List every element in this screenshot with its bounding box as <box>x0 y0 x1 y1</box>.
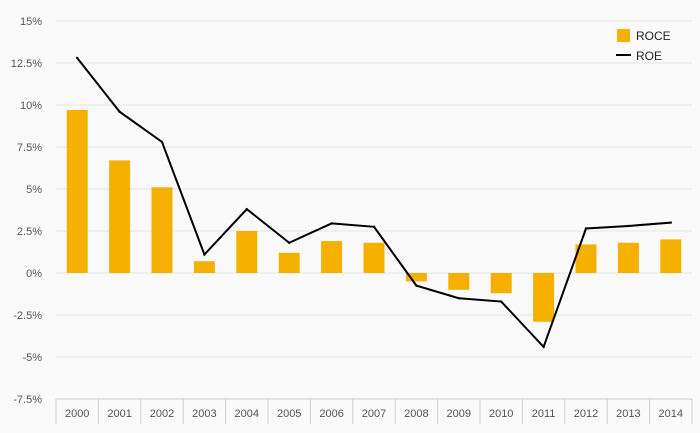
roe-point <box>669 221 672 224</box>
x-tick-label: 2006 <box>319 408 343 420</box>
y-tick-label: 10% <box>20 100 42 112</box>
x-tick-label: 2010 <box>489 408 513 420</box>
y-tick-label: 15% <box>20 16 42 28</box>
roe-point <box>288 241 291 244</box>
y-tick-label: -2.5% <box>13 310 42 322</box>
roe-point <box>118 110 121 113</box>
legend-label-roe: ROE <box>636 49 662 63</box>
roe-point <box>457 297 460 300</box>
roce-bar <box>405 273 427 282</box>
y-tick-label: 0% <box>26 268 42 280</box>
roce-bar <box>236 231 258 273</box>
roce-bar <box>109 160 131 273</box>
legend: ROCE ROE <box>616 29 671 63</box>
roce-bar <box>448 273 470 290</box>
roce-bar <box>321 241 343 273</box>
roe-point <box>203 253 206 256</box>
roce-bar <box>66 110 88 273</box>
x-tick-label: 2002 <box>150 408 174 420</box>
roe-point <box>372 225 376 228</box>
roce-bar <box>533 273 555 322</box>
roe-point <box>415 284 418 287</box>
roce-bar <box>490 273 512 294</box>
roce-bars <box>66 110 682 322</box>
x-tick-label: 2005 <box>277 408 301 420</box>
y-tick-label: -5% <box>22 352 42 364</box>
roe-point <box>245 207 248 211</box>
y-tick-label: 2.5% <box>17 226 42 238</box>
x-tick-label: 2001 <box>107 408 131 420</box>
x-tick-label: 2004 <box>235 408 259 420</box>
y-tick-label: -7.5% <box>13 394 42 406</box>
legend-label-roce: ROCE <box>636 29 671 43</box>
x-axis: 2000 2001 2002 2003 2004 2005 2006 2007 2008 2009… <box>55 398 693 424</box>
roe-point <box>76 56 79 60</box>
x-tick-label: 2012 <box>574 408 598 420</box>
roce-bar <box>363 242 385 273</box>
roce-bar <box>575 244 597 273</box>
roce-bar <box>617 242 639 273</box>
x-tick-label: 2013 <box>616 408 640 420</box>
roe-point <box>160 140 164 144</box>
roce-bar <box>278 252 300 273</box>
roe-line-layer <box>76 56 672 349</box>
x-tick-label: 2011 <box>532 408 556 420</box>
roe-point <box>500 300 503 303</box>
roe-point <box>584 227 588 230</box>
roe-point <box>542 345 545 349</box>
y-tick-label: 12.5% <box>11 58 42 70</box>
x-tick-label: 2014 <box>659 408 683 420</box>
roce-bar <box>193 261 215 273</box>
roce-bar <box>660 239 682 273</box>
x-tick-label: 2007 <box>362 408 386 420</box>
y-tick-label: 7.5% <box>17 142 42 154</box>
roe-point <box>627 224 630 228</box>
roce-bar <box>151 187 173 273</box>
y-axis: 15% 12.5% 10% 7.5% 5% 2.5% 0% -2.5% -5% -7.5% <box>11 16 42 406</box>
legend-swatch-roce <box>617 29 630 42</box>
x-tick-label: 2000 <box>65 408 89 420</box>
gridlines <box>56 20 692 400</box>
x-tick-label: 2003 <box>192 408 216 420</box>
roe-point <box>330 222 333 225</box>
x-tick-label: 2009 <box>447 408 471 420</box>
y-tick-label: 5% <box>26 184 42 196</box>
x-tick-label: 2008 <box>404 408 428 420</box>
